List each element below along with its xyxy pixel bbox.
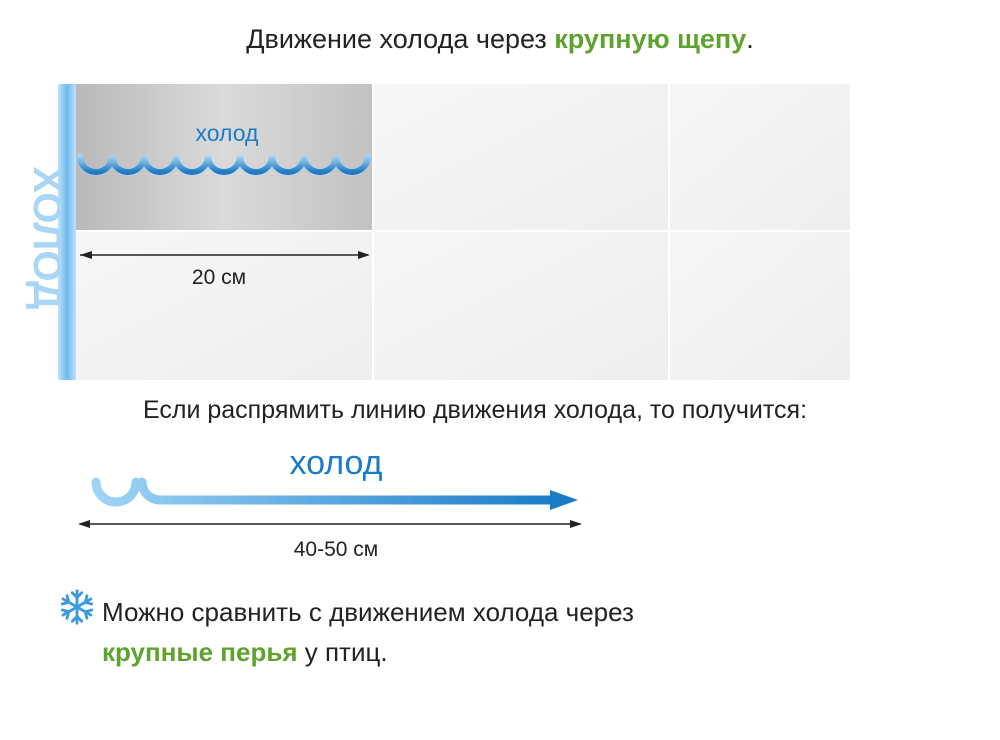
arrow-head [550,490,578,510]
note-line-2: крупные перья у птиц. [102,632,962,672]
note-highlight: крупные перья [102,637,298,667]
measure-20cm: 20 см [80,251,370,289]
measure-40-50cm: 40-50 см [78,520,582,561]
note-line-1: Можно сравнить с движением холода через [102,597,634,627]
snowflake-icon [59,589,95,625]
cell-cold-label: холод [196,120,259,146]
grid-cell [670,84,850,230]
grid-cell [374,232,668,380]
straight-cold-line [91,477,557,507]
grid-cell [374,84,668,230]
title-suffix: . [746,24,754,54]
grid [76,84,850,380]
title-prefix: Движение холода через [246,24,555,54]
side-cold-label: ХОЛОД [25,167,69,310]
measure-40-50cm-label: 40-50 см [294,538,378,561]
grid-cell [670,232,850,380]
note-suffix: у птиц. [297,637,388,667]
comparison-note: Можно сравнить с движением холода через … [102,592,962,672]
cold-wave [77,153,371,175]
page-title: Движение холода через крупную щепу. [0,24,1000,55]
arrow-cold-label: холод [289,444,382,482]
cold-wall-bar [58,84,76,380]
title-highlight: крупную щепу [554,24,747,54]
explanation-text: Если распрямить линию движения холода, т… [142,396,808,424]
cell-highlighted [76,84,372,230]
grid-cell [76,232,372,380]
measure-20cm-label: 20 см [192,266,246,289]
